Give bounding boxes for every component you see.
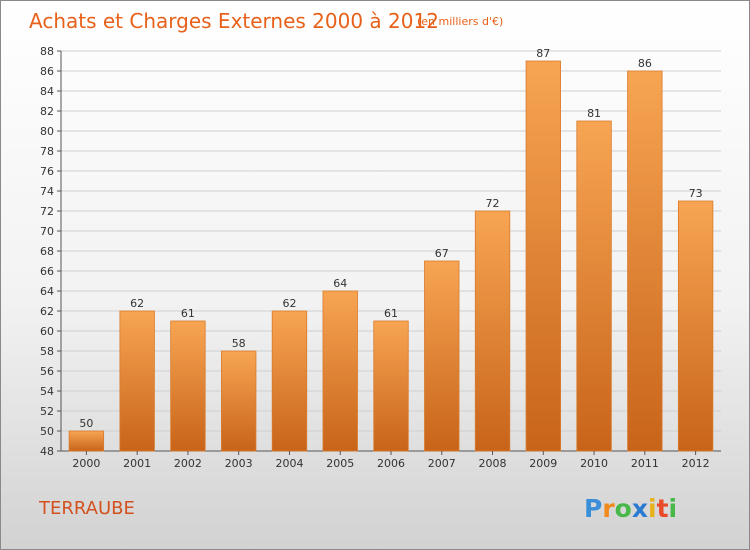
x-tick-label-2001: 2001 bbox=[123, 457, 151, 470]
x-tick-label-2007: 2007 bbox=[428, 457, 456, 470]
value-label-2002: 61 bbox=[181, 307, 195, 320]
chart-subtitle: (en milliers d'€) bbox=[417, 15, 503, 28]
x-tick-label-2003: 2003 bbox=[225, 457, 253, 470]
x-tick-label-2008: 2008 bbox=[479, 457, 507, 470]
y-tick-label-76: 76 bbox=[40, 165, 54, 178]
y-tick-label-74: 74 bbox=[40, 185, 54, 198]
bar-2005 bbox=[322, 290, 358, 452]
y-tick-label-70: 70 bbox=[40, 225, 54, 238]
bars bbox=[68, 60, 714, 452]
value-label-2005: 64 bbox=[333, 277, 347, 290]
x-tick-label-2010: 2010 bbox=[580, 457, 608, 470]
y-tick-label-62: 62 bbox=[40, 305, 54, 318]
y-tick-label-82: 82 bbox=[40, 105, 54, 118]
y-tick-label-84: 84 bbox=[40, 85, 54, 98]
bar-2006 bbox=[373, 320, 409, 452]
y-tick-labels: 48 50 52 54 56 58 60 62 64 66 68 70 72 74 76 78 80 82 84 86… bbox=[40, 45, 61, 458]
chart-title: Achats et Charges Externes 2000 à 2012 bbox=[29, 9, 439, 33]
bar-2004 bbox=[271, 310, 308, 452]
x-tick-label-2009: 2009 bbox=[529, 457, 557, 470]
x-tick-label-2005: 2005 bbox=[326, 457, 354, 470]
x-tick-label-2011: 2011 bbox=[631, 457, 659, 470]
value-label-2003: 58 bbox=[232, 337, 246, 350]
value-label-2000: 50 bbox=[79, 417, 93, 430]
logo-letter-6: i bbox=[669, 494, 678, 523]
bar-2002 bbox=[170, 320, 206, 452]
x-tick-label-2012: 2012 bbox=[682, 457, 710, 470]
logo-letter-0: P bbox=[584, 494, 602, 523]
y-tick-label-86: 86 bbox=[40, 65, 54, 78]
value-label-2008: 72 bbox=[486, 197, 500, 210]
value-label-2010: 81 bbox=[587, 107, 601, 120]
bar-2012 bbox=[677, 200, 714, 452]
y-tick-label-58: 58 bbox=[40, 345, 54, 358]
logo-letter-3: x bbox=[632, 494, 648, 523]
bar-2009 bbox=[525, 60, 561, 452]
x-tick-label-2004: 2004 bbox=[275, 457, 303, 470]
x-tick-labels: 2000 2001 2002 2003 2004 2005 2006 2007 2008 2009… bbox=[72, 451, 710, 470]
bar-2011 bbox=[627, 70, 663, 452]
y-tick-label-72: 72 bbox=[40, 205, 54, 218]
logo-letter-5: t bbox=[657, 494, 669, 523]
y-tick-label-50: 50 bbox=[40, 425, 54, 438]
bar-2007 bbox=[424, 260, 460, 452]
value-label-2011: 86 bbox=[638, 57, 652, 70]
bar-2001 bbox=[119, 310, 155, 452]
bar-2000 bbox=[68, 430, 105, 452]
bar-2010 bbox=[576, 120, 612, 452]
y-tick-label-64: 64 bbox=[40, 285, 54, 298]
y-tick-label-78: 78 bbox=[40, 145, 54, 158]
bar-2008 bbox=[474, 210, 511, 452]
y-tick-label-48: 48 bbox=[40, 445, 54, 458]
y-tick-label-66: 66 bbox=[40, 265, 54, 278]
value-label-2012: 73 bbox=[689, 187, 703, 200]
logo-letter-2: o bbox=[615, 494, 632, 523]
y-tick-label-56: 56 bbox=[40, 365, 54, 378]
logo-letter-4: i bbox=[648, 494, 657, 523]
logo-letter-1: r bbox=[602, 494, 615, 523]
y-tick-label-60: 60 bbox=[40, 325, 54, 338]
y-tick-label-80: 80 bbox=[40, 125, 54, 138]
x-tick-label-2002: 2002 bbox=[174, 457, 202, 470]
x-tick-label-2000: 2000 bbox=[72, 457, 100, 470]
value-label-2006: 61 bbox=[384, 307, 398, 320]
commune-name: TERRAUBE bbox=[38, 498, 135, 519]
value-label-2004: 62 bbox=[282, 297, 296, 310]
y-tick-label-54: 54 bbox=[40, 385, 54, 398]
bar-value-labels: 50 62 61 58 62 64 61 67 72 87 81 86 73 bbox=[79, 47, 702, 430]
bar-2003 bbox=[221, 350, 257, 452]
x-tick-label-2006: 2006 bbox=[377, 457, 405, 470]
value-label-2007: 67 bbox=[435, 247, 449, 260]
proxiti-logo: Proxiti bbox=[584, 494, 677, 523]
value-label-2009: 87 bbox=[536, 47, 550, 60]
y-tick-label-52: 52 bbox=[40, 405, 54, 418]
y-tick-label-88: 88 bbox=[40, 45, 54, 58]
value-label-2001: 62 bbox=[130, 297, 144, 310]
y-tick-label-68: 68 bbox=[40, 245, 54, 258]
